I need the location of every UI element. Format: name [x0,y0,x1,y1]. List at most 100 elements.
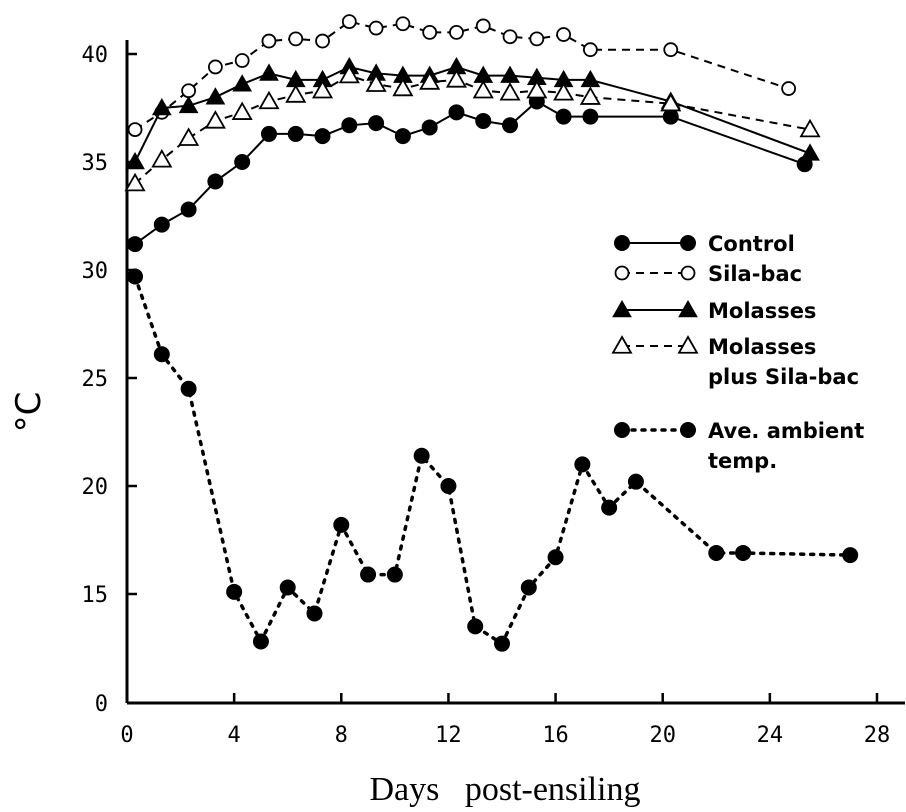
legend-entry: Molasses [612,299,816,323]
legend-marker [614,265,630,281]
series-line [133,274,852,647]
data-point [582,42,598,58]
data-point [520,579,537,596]
data-point [580,69,601,88]
data-point [392,77,414,97]
legend-marker [611,335,633,354]
legend-entry: Sila-bac [614,262,802,286]
x-tick-label: 20 [649,723,676,748]
data-point [232,74,253,92]
legend-entry: Control [614,232,795,256]
data-point [205,87,226,105]
data-point [445,69,468,88]
legend-marker [677,335,699,354]
data-point [502,29,518,45]
data-point [449,25,464,40]
data-point [708,544,725,561]
legend-label: temp. [708,449,777,473]
data-point [627,473,644,490]
data-point [735,544,752,561]
data-point [494,635,510,652]
data-point [467,618,484,635]
legend-entry: Molasses plus Sila-bac [611,335,859,389]
data-point [125,151,145,170]
data-point [395,16,411,32]
data-point [231,101,253,120]
x-tick-label: 0 [120,723,133,748]
data-point [499,82,521,101]
x-tick-label: 4 [228,723,241,748]
series-molasses [125,56,820,170]
data-point [500,65,520,83]
data-point [419,71,441,90]
legend-label: Molasses [708,299,816,323]
legend-label: Control [708,232,795,256]
data-point [288,31,304,47]
data-point [422,25,438,40]
data-point [234,154,251,170]
data-point [842,547,859,564]
data-point [285,84,307,103]
legend-label: Sila-bac [708,262,802,286]
series-molasses-plus-sila-bac [124,64,821,192]
legend-marker [612,299,632,318]
legend-label: Molasses [708,335,816,359]
data-point [181,83,197,99]
legend-marker [614,235,630,251]
series-ave-ambient-temp [127,268,859,652]
data-point [502,117,519,134]
chart-axes: 0 4 8 12 16 20 24 28 0 15 20 25 30 35 40 [82,40,905,748]
data-point [472,79,494,99]
data-point [234,53,250,68]
data-point [207,59,223,75]
legend-marker [680,265,696,281]
data-point [660,92,682,112]
data-point [421,119,438,136]
data-point [781,81,797,96]
x-tick-label: 8 [335,723,348,748]
y-tick-label: 35 [82,151,109,176]
series-line [134,74,811,185]
data-point [553,82,575,101]
data-point [448,104,465,121]
y-tick-label: 15 [82,583,109,608]
data-point [386,566,403,583]
data-point [365,73,387,92]
data-point [178,127,200,146]
y-tick-label: 30 [82,259,109,284]
data-point [394,128,411,145]
data-point [151,97,172,116]
x-tick-label: 16 [542,723,569,748]
legend-marker [678,299,698,318]
data-point [127,122,143,138]
data-point [579,86,601,105]
y-tick-label: 0 [95,692,108,717]
data-point [800,143,820,161]
data-point [662,108,679,125]
data-point [306,605,323,622]
data-point [315,33,330,49]
data-point [314,128,331,145]
data-point [440,478,457,494]
data-point [663,42,679,58]
legend-marker [614,422,630,438]
data-point [341,117,358,134]
data-point [207,173,224,190]
legend-entry: Ave. ambient temp. [614,419,864,473]
data-point [226,583,243,600]
data-point [475,18,491,34]
legend-label: Ave. ambient [708,419,864,443]
data-point [287,125,304,142]
data-point [311,79,334,99]
series-line [134,100,806,245]
data-point [556,27,572,42]
data-point [526,79,548,99]
data-point [413,447,430,464]
x-tick-label: 24 [757,723,784,748]
data-point [475,112,492,129]
y-tick-label: 40 [82,43,109,68]
data-point [799,118,821,138]
data-point [368,20,384,36]
data-point [555,108,572,125]
